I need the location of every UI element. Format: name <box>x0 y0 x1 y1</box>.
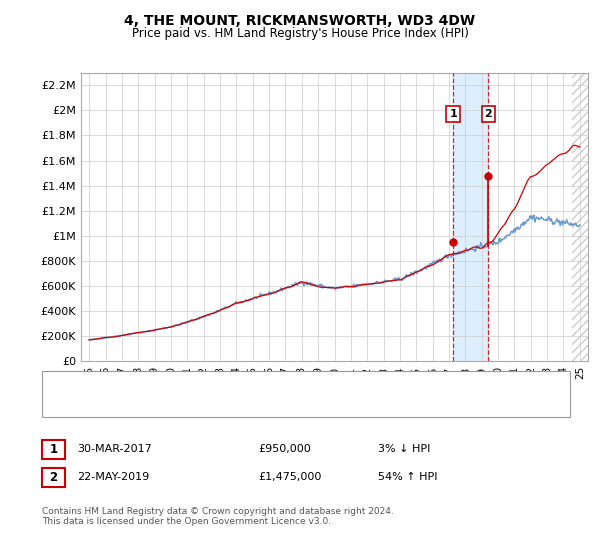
Text: 1: 1 <box>449 109 457 119</box>
Bar <box>572 73 588 361</box>
Text: 2: 2 <box>49 470 58 484</box>
Text: 22-MAY-2019: 22-MAY-2019 <box>77 472 149 482</box>
Text: 4, THE MOUNT, RICKMANSWORTH, WD3 4DW (detached house): 4, THE MOUNT, RICKMANSWORTH, WD3 4DW (de… <box>85 380 415 390</box>
Text: Contains HM Land Registry data © Crown copyright and database right 2024.
This d: Contains HM Land Registry data © Crown c… <box>42 507 394 526</box>
Text: £1,475,000: £1,475,000 <box>258 472 322 482</box>
Text: Price paid vs. HM Land Registry's House Price Index (HPI): Price paid vs. HM Land Registry's House … <box>131 27 469 40</box>
Bar <box>453 73 488 361</box>
Text: 4, THE MOUNT, RICKMANSWORTH, WD3 4DW: 4, THE MOUNT, RICKMANSWORTH, WD3 4DW <box>124 14 476 28</box>
Text: 54% ↑ HPI: 54% ↑ HPI <box>378 472 437 482</box>
Bar <box>572 73 588 361</box>
Text: 3% ↓ HPI: 3% ↓ HPI <box>378 444 430 454</box>
Text: 2: 2 <box>484 109 492 119</box>
Text: HPI: Average price, detached house, Three Rivers: HPI: Average price, detached house, Thre… <box>85 399 344 409</box>
Text: £950,000: £950,000 <box>258 444 311 454</box>
Text: 1: 1 <box>49 442 58 456</box>
Text: 30-MAR-2017: 30-MAR-2017 <box>77 444 152 454</box>
